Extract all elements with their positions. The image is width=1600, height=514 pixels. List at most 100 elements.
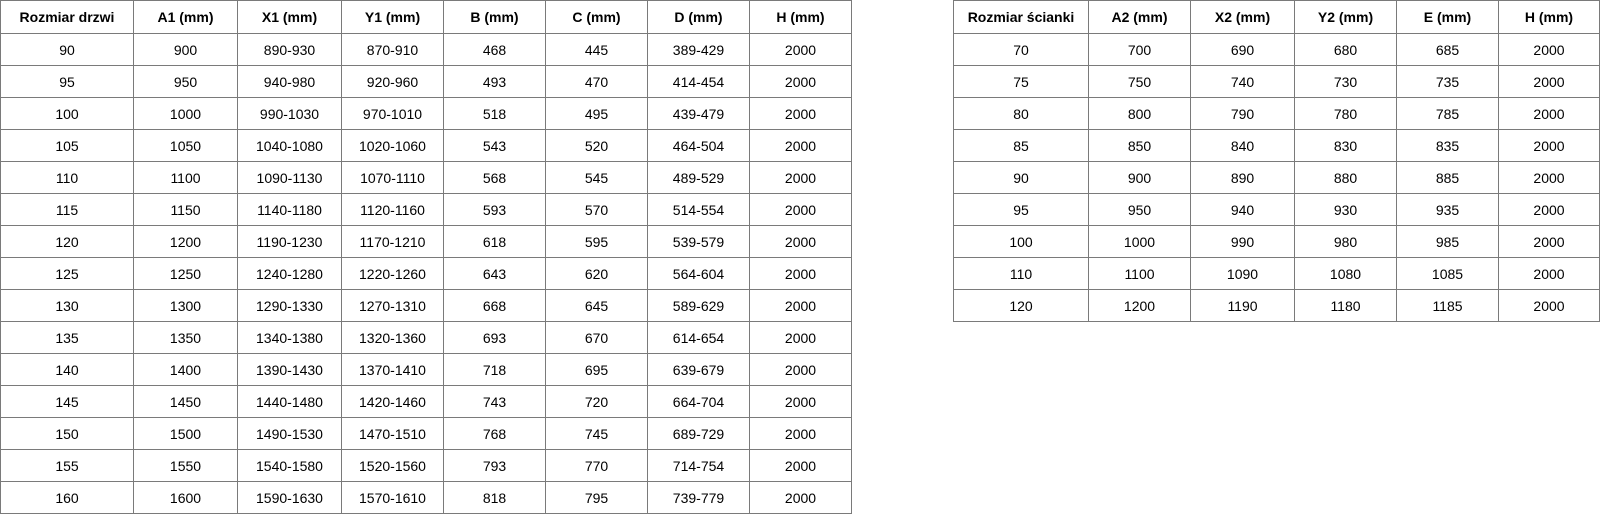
- table-row: 135 1350 1340-1380 1320-1360 693 670 614-654 20…: [0, 321, 852, 354]
- table-cell: 120: [0, 225, 134, 258]
- table-cell: 495: [545, 97, 648, 130]
- table-cell: 740: [1190, 65, 1295, 98]
- table-cell: 840: [1190, 129, 1295, 162]
- table-cell: 614-654: [647, 321, 750, 354]
- table-row: 100 1000 990 980 985 2000: [953, 225, 1600, 258]
- table-cell: 900: [1088, 161, 1191, 194]
- table-cell: 1100: [1088, 257, 1191, 290]
- table-cell: 2000: [749, 353, 852, 386]
- table-cell: 1320-1360: [341, 321, 444, 354]
- table-cell: 2000: [1498, 225, 1600, 258]
- table-cell: 85: [953, 129, 1089, 162]
- table-cell: 2000: [749, 65, 852, 98]
- table-cell: 140: [0, 353, 134, 386]
- table-cell: 125: [0, 257, 134, 290]
- table-cell: 468: [443, 33, 546, 66]
- table-cell: 790: [1190, 97, 1295, 130]
- column-header: X1 (mm): [237, 0, 342, 34]
- table-cell: 793: [443, 449, 546, 482]
- table-cell: 890: [1190, 161, 1295, 194]
- table-cell: 850: [1088, 129, 1191, 162]
- table-row: 145 1450 1440-1480 1420-1460 743 720 664-704 20…: [0, 385, 852, 418]
- table-cell: 80: [953, 97, 1089, 130]
- table-cell: 1190: [1190, 289, 1295, 322]
- table-cell: 2000: [1498, 129, 1600, 162]
- table-cell: 670: [545, 321, 648, 354]
- column-header: H (mm): [1498, 0, 1600, 34]
- table-cell: 714-754: [647, 449, 750, 482]
- table-cell: 2000: [749, 417, 852, 450]
- column-header: A2 (mm): [1088, 0, 1191, 34]
- table-row: 115 1150 1140-1180 1120-1160 593 570 514-554 20…: [0, 193, 852, 226]
- table-row: 160 1600 1590-1630 1570-1610 818 795 739-779 20…: [0, 481, 852, 514]
- column-header: A1 (mm): [133, 0, 238, 34]
- table-cell: 885: [1396, 161, 1499, 194]
- table-cell: 645: [545, 289, 648, 322]
- table-cell: 1390-1430: [237, 353, 342, 386]
- table-cell: 105: [0, 129, 134, 162]
- table-cell: 1420-1460: [341, 385, 444, 418]
- table-cell: 439-479: [647, 97, 750, 130]
- table-cell: 1070-1110: [341, 161, 444, 194]
- table-row: 90 900 890 880 885 2000: [953, 161, 1600, 194]
- table-cell: 110: [953, 257, 1089, 290]
- table-cell: 470: [545, 65, 648, 98]
- table-cell: 1000: [1088, 225, 1191, 258]
- table-cell: 795: [545, 481, 648, 514]
- table-cell: 1050: [133, 129, 238, 162]
- table-cell: 1190-1230: [237, 225, 342, 258]
- table-cell: 2000: [1498, 257, 1600, 290]
- table-cell: 1470-1510: [341, 417, 444, 450]
- table-cell: 1570-1610: [341, 481, 444, 514]
- table-cell: 120: [953, 289, 1089, 322]
- table-cell: 1020-1060: [341, 129, 444, 162]
- table-cell: 1520-1560: [341, 449, 444, 482]
- table-row: 150 1500 1490-1530 1470-1510 768 745 689-729 20…: [0, 417, 852, 450]
- table-cell: 1120-1160: [341, 193, 444, 226]
- table-cell: 835: [1396, 129, 1499, 162]
- table-cell: 1040-1080: [237, 129, 342, 162]
- table-cell: 1140-1180: [237, 193, 342, 226]
- table-cell: 539-579: [647, 225, 750, 258]
- table-cell: 750: [1088, 65, 1191, 98]
- table-cell: 935: [1396, 193, 1499, 226]
- table-cell: 1540-1580: [237, 449, 342, 482]
- table-cell: 445: [545, 33, 648, 66]
- table-cell: 595: [545, 225, 648, 258]
- table-cell: 1290-1330: [237, 289, 342, 322]
- table-cell: 695: [545, 353, 648, 386]
- table-cell: 2000: [1498, 289, 1600, 322]
- column-header: B (mm): [443, 0, 546, 34]
- table-cell: 1400: [133, 353, 238, 386]
- table-cell: 1550: [133, 449, 238, 482]
- table-cell: 1085: [1396, 257, 1499, 290]
- table-row: 70 700 690 680 685 2000: [953, 33, 1600, 66]
- table-cell: 818: [443, 481, 546, 514]
- table-cell: 545: [545, 161, 648, 194]
- table-cell: 493: [443, 65, 546, 98]
- table-cell: 100: [0, 97, 134, 130]
- table-cell: 593: [443, 193, 546, 226]
- table-cell: 2000: [749, 289, 852, 322]
- table-cell: 693: [443, 321, 546, 354]
- table-cell: 800: [1088, 97, 1191, 130]
- table-cell: 890-930: [237, 33, 342, 66]
- table-cell: 940: [1190, 193, 1295, 226]
- table-cell: 620: [545, 257, 648, 290]
- header-row: Rozmiar ścianki A2 (mm) X2 (mm) Y2 (mm) E (m…: [953, 0, 1600, 34]
- table-cell: 1185: [1396, 289, 1499, 322]
- table-row: 100 1000 990-1030 970-1010 518 495 439-479 2000: [0, 97, 852, 130]
- table-cell: 970-1010: [341, 97, 444, 130]
- table-cell: 1440-1480: [237, 385, 342, 418]
- table-cell: 1270-1310: [341, 289, 444, 322]
- table-cell: 2000: [749, 225, 852, 258]
- table-cell: 95: [953, 193, 1089, 226]
- table-cell: 1340-1380: [237, 321, 342, 354]
- table-row: 130 1300 1290-1330 1270-1310 668 645 589-629 20…: [0, 289, 852, 322]
- table-row: 75 750 740 730 735 2000: [953, 65, 1600, 98]
- table-cell: 1090: [1190, 257, 1295, 290]
- table-cell: 900: [133, 33, 238, 66]
- table-cell: 135: [0, 321, 134, 354]
- table-row: 85 850 840 830 835 2000: [953, 129, 1600, 162]
- table-cell: 1220-1260: [341, 257, 444, 290]
